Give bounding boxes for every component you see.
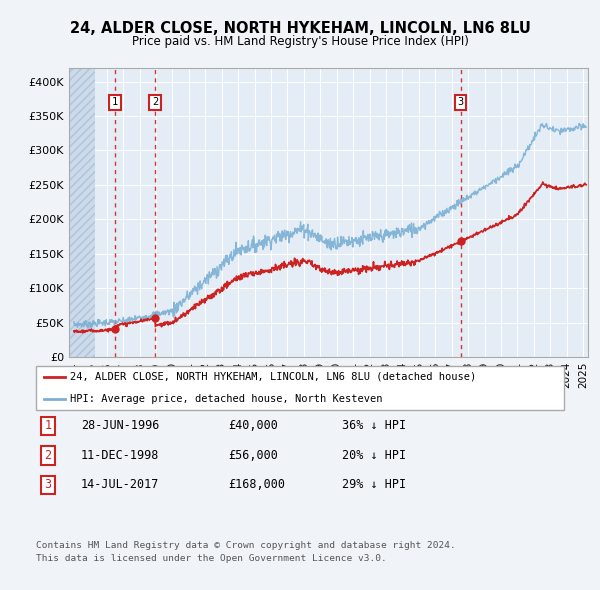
Text: 29% ↓ HPI: 29% ↓ HPI [342,478,406,491]
Text: 20% ↓ HPI: 20% ↓ HPI [342,449,406,462]
Text: This data is licensed under the Open Government Licence v3.0.: This data is licensed under the Open Gov… [36,555,387,563]
Text: 2: 2 [44,449,52,462]
Text: 24, ALDER CLOSE, NORTH HYKEHAM, LINCOLN, LN6 8LU: 24, ALDER CLOSE, NORTH HYKEHAM, LINCOLN,… [70,21,530,35]
Text: 24, ALDER CLOSE, NORTH HYKEHAM, LINCOLN, LN6 8LU (detached house): 24, ALDER CLOSE, NORTH HYKEHAM, LINCOLN,… [70,372,476,382]
Bar [69,68,95,357]
Bar [69,68,95,357]
Text: £56,000: £56,000 [228,449,278,462]
Text: £168,000: £168,000 [228,478,285,491]
Text: HPI: Average price, detached house, North Kesteven: HPI: Average price, detached house, Nort… [70,394,383,404]
Text: 1: 1 [112,97,118,107]
Text: 28-JUN-1996: 28-JUN-1996 [81,419,160,432]
Text: 11-DEC-1998: 11-DEC-1998 [81,449,160,462]
Text: Contains HM Land Registry data © Crown copyright and database right 2024.: Contains HM Land Registry data © Crown c… [36,541,456,550]
Text: 36% ↓ HPI: 36% ↓ HPI [342,419,406,432]
Text: 3: 3 [457,97,464,107]
Text: Price paid vs. HM Land Registry's House Price Index (HPI): Price paid vs. HM Land Registry's House … [131,35,469,48]
Text: 14-JUL-2017: 14-JUL-2017 [81,478,160,491]
Text: £40,000: £40,000 [228,419,278,432]
Text: 1: 1 [44,419,52,432]
Text: 3: 3 [44,478,52,491]
Text: 2: 2 [152,97,158,107]
FancyBboxPatch shape [36,366,564,410]
